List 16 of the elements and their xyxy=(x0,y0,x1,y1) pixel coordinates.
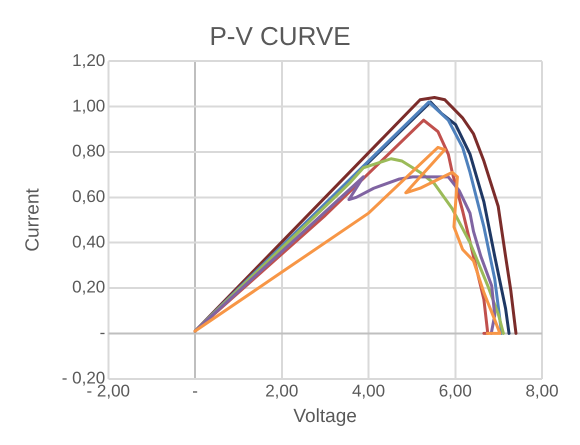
y-tick-label: 0,20 xyxy=(72,278,106,297)
y-tick-label: - 0,20 xyxy=(62,368,106,388)
y-axis-title: Current xyxy=(22,188,44,252)
y-tick-label: 1,20 xyxy=(72,50,106,70)
y-tick-label: 1,00 xyxy=(72,96,106,116)
x-tick-label: 4,00 xyxy=(352,382,386,401)
y-tick-label: 0,40 xyxy=(72,232,106,252)
x-tick-label: 6,00 xyxy=(438,382,472,401)
y-tick-label: 0,60 xyxy=(72,187,106,206)
chart-title: P-V CURVE xyxy=(209,20,351,51)
x-tick-label: 8,00 xyxy=(525,382,559,401)
y-tick-label: 0,80 xyxy=(72,142,106,161)
x-tick-label: 2,00 xyxy=(265,382,298,401)
y-tick-label: - xyxy=(100,323,106,342)
x-axis-title: Voltage xyxy=(293,406,357,427)
x-tick-label: - xyxy=(192,382,198,401)
